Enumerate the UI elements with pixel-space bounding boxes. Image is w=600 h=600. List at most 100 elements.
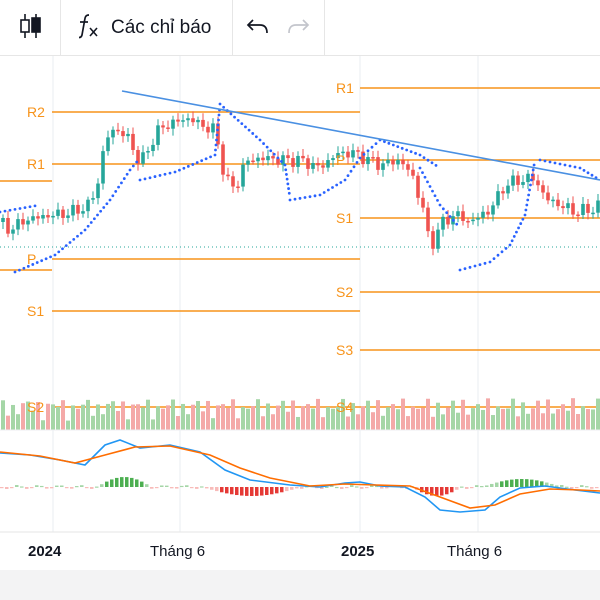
volume-bar: [521, 402, 525, 430]
sar-dot: [33, 204, 37, 208]
volume-bar: [411, 406, 415, 430]
macd-histogram-bar: [365, 487, 369, 489]
candle-body: [51, 215, 55, 218]
candle-body: [376, 157, 380, 170]
sar-dot: [431, 189, 434, 193]
sar-dot: [331, 186, 334, 189]
price-chart[interactable]: R2 R1 P S1 S2 R1 P S1 S2 S3 S4 2024 Tháng 6 2025 Thán…: [0, 56, 600, 570]
signal-line: [0, 445, 600, 509]
candle-body: [56, 209, 60, 216]
volume-bar: [181, 403, 185, 430]
sar-dot: [512, 235, 516, 238]
volume-bar: [491, 415, 495, 430]
volume-bar: [106, 403, 110, 430]
macd-histogram-bar: [425, 487, 429, 495]
candle-body: [596, 200, 600, 213]
candle-body: [381, 163, 385, 170]
macd-histogram-bar: [535, 480, 539, 487]
sar-dot: [92, 217, 96, 221]
volume-bar: [281, 400, 285, 430]
candle-body: [326, 160, 330, 168]
macd-histogram-bar: [530, 479, 534, 487]
redo-button[interactable]: [278, 0, 318, 56]
candle-body: [481, 211, 485, 218]
sar-dot: [195, 161, 199, 164]
macd-histogram-bar: [565, 486, 569, 488]
sar-dot: [441, 207, 445, 211]
sar-dot: [473, 264, 477, 268]
volume-bar: [461, 399, 465, 430]
macd-histogram-bar: [470, 487, 474, 489]
candle-body: [81, 211, 85, 214]
candle-body: [276, 158, 280, 165]
candlestick-icon: [17, 11, 43, 46]
volume-bar: [191, 404, 195, 430]
sar-dot: [272, 152, 276, 156]
toolbar-divider: [60, 0, 61, 56]
sar-dot: [233, 115, 236, 119]
sar-dot: [548, 160, 552, 164]
volume-bar: [401, 398, 405, 430]
candle-body: [431, 231, 435, 249]
sar-dot: [590, 173, 594, 177]
volume-bar: [531, 408, 535, 430]
macd-histogram-bar: [550, 483, 554, 487]
sar-dot: [458, 268, 462, 272]
candle-body: [361, 151, 365, 165]
sar-dot: [414, 151, 417, 155]
macd-histogram-bar: [300, 487, 304, 489]
candle-body: [371, 157, 375, 159]
volume-bar: [546, 399, 550, 430]
sar-dot: [374, 142, 378, 146]
sar-dot: [105, 202, 109, 206]
candle-body: [126, 133, 130, 137]
sar-dot: [586, 171, 590, 175]
candle-body: [506, 185, 510, 194]
macd-histogram-bar: [60, 485, 64, 487]
sar-dot: [13, 207, 17, 211]
volume-bar: [176, 416, 180, 430]
sar-dot: [433, 194, 437, 198]
sar-dot: [138, 178, 142, 182]
volume-bar: [166, 405, 170, 430]
macd-histogram-bar: [355, 486, 359, 488]
volume-bar: [201, 411, 205, 430]
undo-button[interactable]: [238, 0, 278, 56]
sar-dot: [434, 164, 438, 167]
candle-body: [341, 151, 345, 154]
candle-body: [231, 176, 235, 187]
sar-dot: [89, 221, 93, 224]
volume-bar: [56, 406, 60, 430]
volume-bar: [111, 401, 115, 430]
sar-dot: [521, 217, 525, 221]
chart-type-button[interactable]: [0, 0, 60, 56]
candle-body: [566, 203, 570, 209]
volume-bar: [66, 420, 70, 430]
macd-histogram-bar: [225, 487, 229, 494]
macd-histogram-bar: [540, 481, 544, 487]
sar-dot: [31, 263, 35, 266]
candle-body: [96, 183, 100, 199]
volume-bar: [441, 414, 445, 430]
candle-body: [591, 212, 595, 215]
sar-dot: [216, 128, 219, 132]
indicators-button[interactable]: Các chỉ báo: [61, 0, 232, 56]
sar-dot: [508, 243, 512, 247]
candle-body: [236, 186, 240, 189]
candle-body: [106, 137, 110, 152]
sar-dot: [496, 253, 500, 257]
function-fx-icon: [77, 13, 99, 44]
candle-body: [61, 209, 65, 218]
sar-dot: [3, 209, 7, 213]
sar-dot: [568, 164, 572, 168]
volume-bar: [231, 399, 235, 430]
time-axis-label: 2025: [341, 543, 374, 560]
chart-canvas[interactable]: R2 R1 P S1 S2 R1 P S1 S2 S3 S4 2024 Tháng 6 2025 Thán…: [0, 56, 600, 570]
volume-bar: [471, 408, 475, 430]
candle-body: [116, 129, 120, 132]
sar-dot: [318, 193, 322, 197]
sar-dot: [22, 266, 26, 270]
macd-histogram-bar: [485, 485, 489, 487]
volume-bar: [31, 410, 35, 430]
sar-dot: [391, 143, 395, 147]
